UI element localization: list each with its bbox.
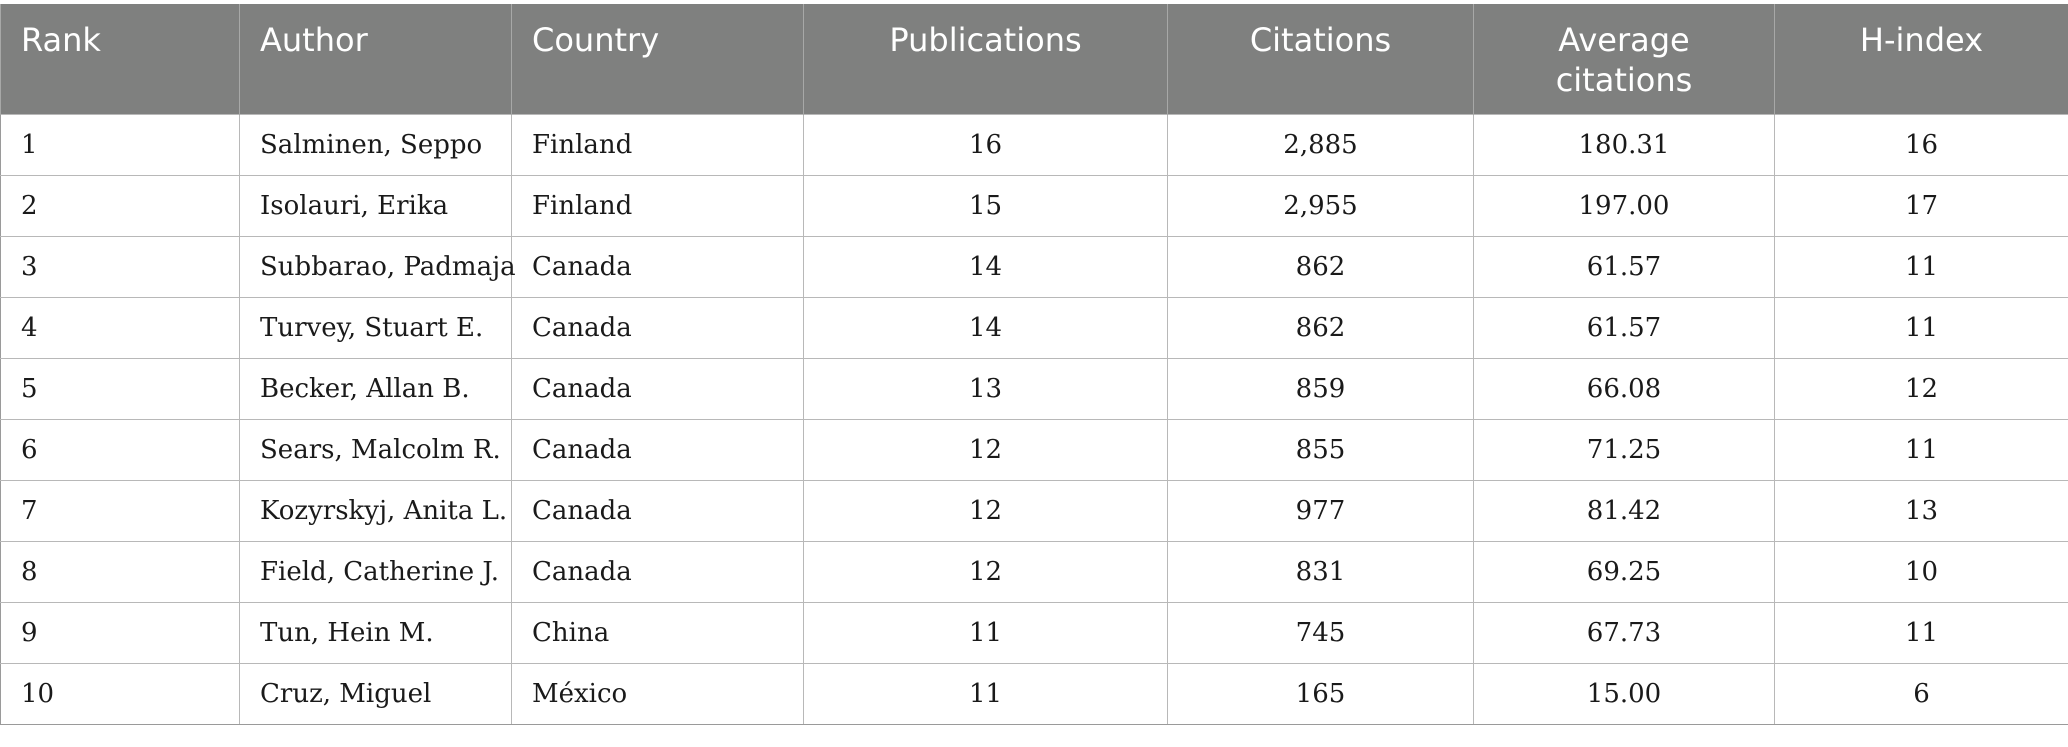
cell-rank: 5 [0,357,240,420]
cell-author: Subbarao, Padmaja [239,235,516,298]
table-row: 5 Becker, Allan B. Canada 13 859 66.08 12 [0,357,2068,420]
table-row: 9 Tun, Hein M. China 11 745 67.73 11 [0,601,2068,664]
cell-rank: 4 [0,296,240,359]
cell-citations: 977 [1167,479,1474,542]
top-authors-table-container: Rank Author Country Publications Citatio… [0,4,2068,725]
cell-citations: 831 [1167,540,1474,603]
cell-country: Canada [511,418,804,481]
cell-rank: 1 [0,113,240,176]
cell-citations: 165 [1167,662,1474,725]
header-row: Rank Author Country Publications Citatio… [0,4,2068,114]
cell-author: Kozyrskyj, Anita L. [239,479,512,542]
cell-citations: 2,955 [1167,174,1474,237]
table-body: 1 Salminen, Seppo Finland 16 2,885 180.31 16 2 I… [0,113,2068,725]
cell-average-citations: 66.08 [1473,357,1775,420]
cell-citations: 745 [1167,601,1474,664]
header-average-citations-line2: citations [1555,61,1693,99]
cell-country: Canada [511,357,804,420]
cell-average-citations: 61.57 [1473,235,1775,298]
cell-average-citations: 69.25 [1473,540,1775,603]
cell-h-index: 11 [1774,296,2068,359]
table-row: 8 Field, Catherine J. Canada 12 831 69.25 10 [0,540,2068,603]
cell-author: Turvey, Stuart E. [239,296,512,359]
cell-author: Tun, Hein M. [239,601,512,664]
cell-average-citations: 197.00 [1473,174,1775,237]
cell-citations: 2,885 [1167,113,1474,176]
cell-country: China [511,601,804,664]
header-publications: Publications [803,4,1168,114]
cell-average-citations: 81.42 [1473,479,1775,542]
cell-author: Salminen, Seppo [239,113,512,176]
cell-citations: 862 [1167,296,1474,359]
cell-h-index: 11 [1774,601,2068,664]
cell-country: Finland [511,113,804,176]
cell-publications: 12 [803,418,1168,481]
cell-citations: 862 [1167,235,1474,298]
table-row: 2 Isolauri, Erika Finland 15 2,955 197.00 17 [0,174,2068,237]
cell-average-citations: 15.00 [1473,662,1775,725]
cell-country: Canada [511,296,804,359]
cell-h-index: 11 [1774,235,2068,298]
header-average-citations-line1: Average [1558,21,1690,59]
cell-h-index: 16 [1774,113,2068,176]
cell-author: Isolauri, Erika [239,174,512,237]
table-row: 3 Subbarao, Padmaja Canada 14 862 61.57 11 [0,235,2068,298]
cell-publications: 11 [803,662,1168,725]
cell-publications: 14 [803,296,1168,359]
cell-citations: 855 [1167,418,1474,481]
header-average-citations: Average citations [1473,4,1775,114]
cell-h-index: 12 [1774,357,2068,420]
cell-average-citations: 71.25 [1473,418,1775,481]
cell-h-index: 11 [1774,418,2068,481]
cell-publications: 16 [803,113,1168,176]
cell-average-citations: 61.57 [1473,296,1775,359]
cell-country: Canada [511,479,804,542]
header-h-index: H-index [1774,4,2068,114]
cell-h-index: 6 [1774,662,2068,725]
top-authors-table: Rank Author Country Publications Citatio… [0,4,2068,725]
table-row: 4 Turvey, Stuart E. Canada 14 862 61.57 11 [0,296,2068,359]
cell-author: Becker, Allan B. [239,357,512,420]
cell-average-citations: 180.31 [1473,113,1775,176]
cell-rank: 8 [0,540,240,603]
cell-publications: 15 [803,174,1168,237]
cell-rank: 2 [0,174,240,237]
header-country: Country [511,4,804,114]
cell-average-citations: 67.73 [1473,601,1775,664]
header-citations: Citations [1167,4,1474,114]
table-row: 6 Sears, Malcolm R. Canada 12 855 71.25 11 [0,418,2068,481]
header-author: Author [239,4,512,114]
cell-publications: 12 [803,479,1168,542]
cell-country: Canada [511,235,804,298]
table-row: 10 Cruz, Miguel México 11 165 15.00 6 [0,662,2068,725]
cell-country: México [511,662,804,725]
table-header: Rank Author Country Publications Citatio… [0,4,2068,114]
cell-publications: 14 [803,235,1168,298]
cell-citations: 859 [1167,357,1474,420]
cell-publications: 11 [803,601,1168,664]
cell-rank: 10 [0,662,240,725]
table-row: 1 Salminen, Seppo Finland 16 2,885 180.31 16 [0,113,2068,176]
cell-h-index: 10 [1774,540,2068,603]
cell-rank: 7 [0,479,240,542]
cell-author: Sears, Malcolm R. [239,418,512,481]
table-row: 7 Kozyrskyj, Anita L. Canada 12 977 81.42 13 [0,479,2068,542]
cell-author: Cruz, Miguel [239,662,512,725]
cell-h-index: 13 [1774,479,2068,542]
cell-publications: 12 [803,540,1168,603]
header-rank: Rank [0,4,240,114]
cell-rank: 6 [0,418,240,481]
cell-country: Finland [511,174,804,237]
cell-rank: 3 [0,235,240,298]
cell-author: Field, Catherine J. [239,540,512,603]
cell-rank: 9 [0,601,240,664]
cell-publications: 13 [803,357,1168,420]
cell-country: Canada [511,540,804,603]
cell-h-index: 17 [1774,174,2068,237]
